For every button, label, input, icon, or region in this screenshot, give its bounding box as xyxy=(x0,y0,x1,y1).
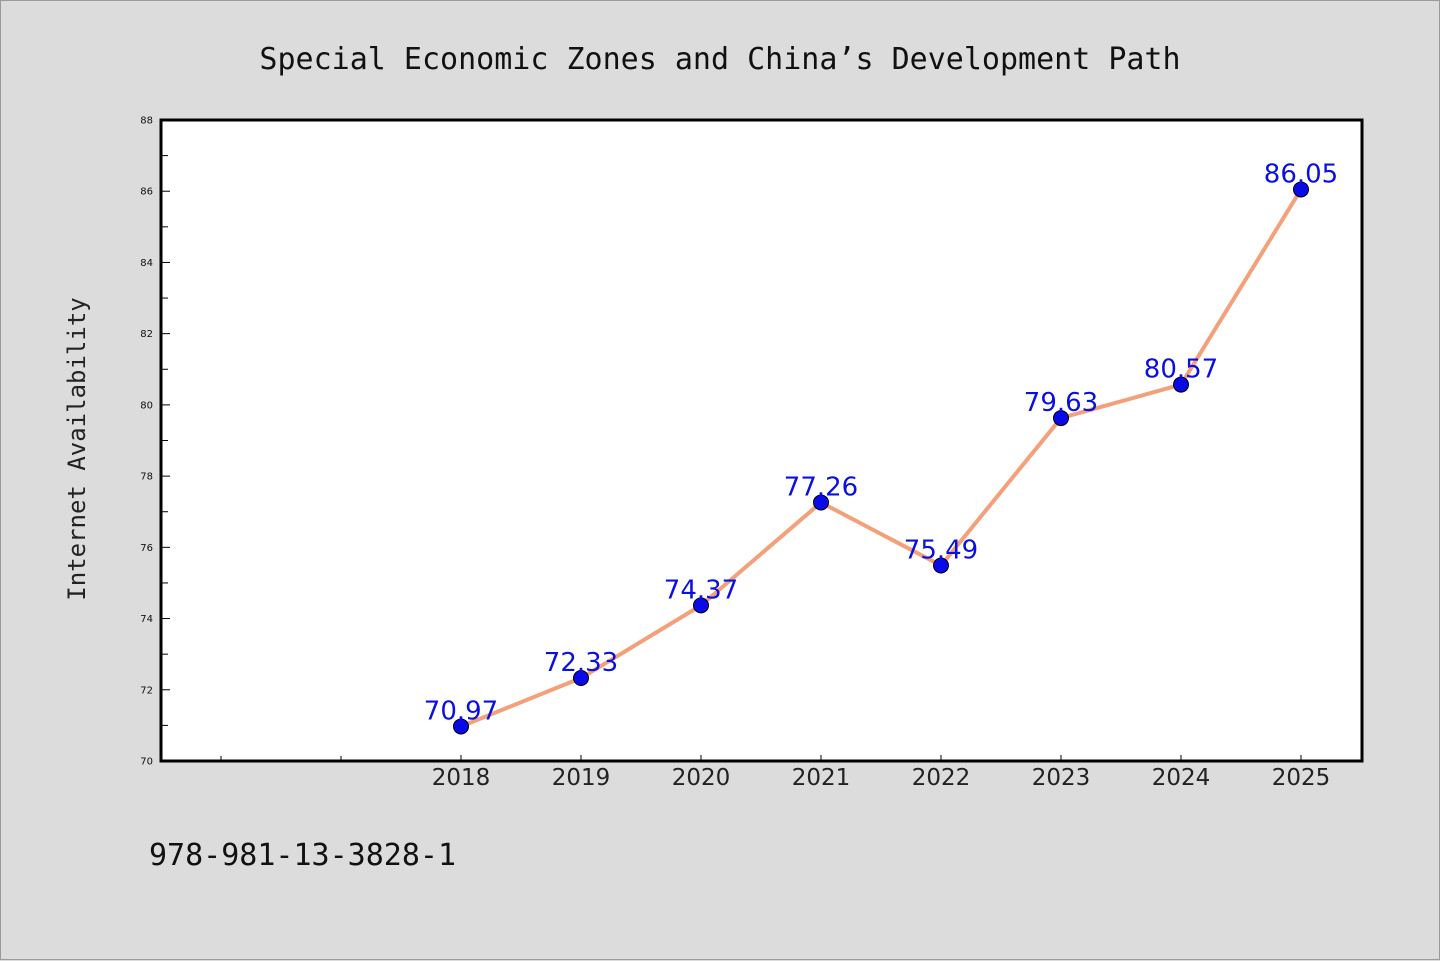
series-line-segment xyxy=(1059,382,1183,421)
data-point xyxy=(933,557,949,574)
series-line-segment xyxy=(939,416,1063,568)
x-tick-label: 2023 xyxy=(1032,765,1091,791)
data-point xyxy=(1173,376,1189,393)
data-label: 74.37 xyxy=(664,575,738,605)
data-point xyxy=(573,670,589,687)
y-tick-label: 82 xyxy=(140,329,153,340)
y-tick-label: 70 xyxy=(140,757,153,768)
plot-area xyxy=(159,118,1364,763)
x-tick-label: 2025 xyxy=(1272,765,1331,791)
x-tick-label: 2019 xyxy=(552,765,611,791)
data-label: 80.57 xyxy=(1144,355,1218,385)
y-tick-label: 74 xyxy=(140,614,153,625)
series-line-segment xyxy=(459,676,583,729)
data-point xyxy=(693,597,709,614)
series-line-segment xyxy=(699,500,823,608)
series-line-segment xyxy=(819,500,943,568)
y-tick-label: 76 xyxy=(140,543,153,554)
x-tick-label: 2022 xyxy=(912,765,971,791)
data-point xyxy=(813,494,829,511)
y-tick-label: 72 xyxy=(140,685,153,696)
chart-title: Special Economic Zones and China’s Devel… xyxy=(259,42,1180,77)
data-label: 77.26 xyxy=(784,472,858,502)
x-tick-label: 2024 xyxy=(1152,765,1211,791)
y-tick-label: 84 xyxy=(140,258,153,269)
series-line-segment xyxy=(579,603,703,681)
x-tick-label: 2021 xyxy=(792,765,851,791)
data-point xyxy=(1053,410,1069,427)
y-axis-label: Internet Availability xyxy=(63,297,91,600)
data-label: 86.05 xyxy=(1264,159,1338,189)
isbn-text: 978-981-13-3828-1 xyxy=(149,838,456,873)
y-tick-label: 86 xyxy=(140,187,153,198)
x-tick-label: 2018 xyxy=(432,765,491,791)
data-label: 72.33 xyxy=(544,648,618,678)
series-line-group xyxy=(459,187,1303,729)
data-label: 75.49 xyxy=(904,535,978,565)
x-axis: 2018 2019 2020 2021 2022 2023 2024 2025 xyxy=(220,755,1331,791)
series-line-segment xyxy=(1179,187,1303,387)
data-point xyxy=(1293,181,1309,198)
y-tick-label: 88 xyxy=(140,116,153,127)
data-labels-group: 70.97 72.33 74.37 77.26 75.49 79.63 80.57 86.05 xyxy=(424,159,1338,726)
data-label: 79.63 xyxy=(1024,388,1098,418)
markers-group xyxy=(453,181,1309,735)
y-axis: 70 72 74 76 78 80 82 84 86 88 xyxy=(140,116,170,768)
y-tick-label: 80 xyxy=(140,400,153,411)
data-point xyxy=(453,718,469,735)
y-tick-label: 78 xyxy=(140,472,153,483)
data-label: 70.97 xyxy=(424,696,498,726)
x-tick-label: 2020 xyxy=(672,765,731,791)
